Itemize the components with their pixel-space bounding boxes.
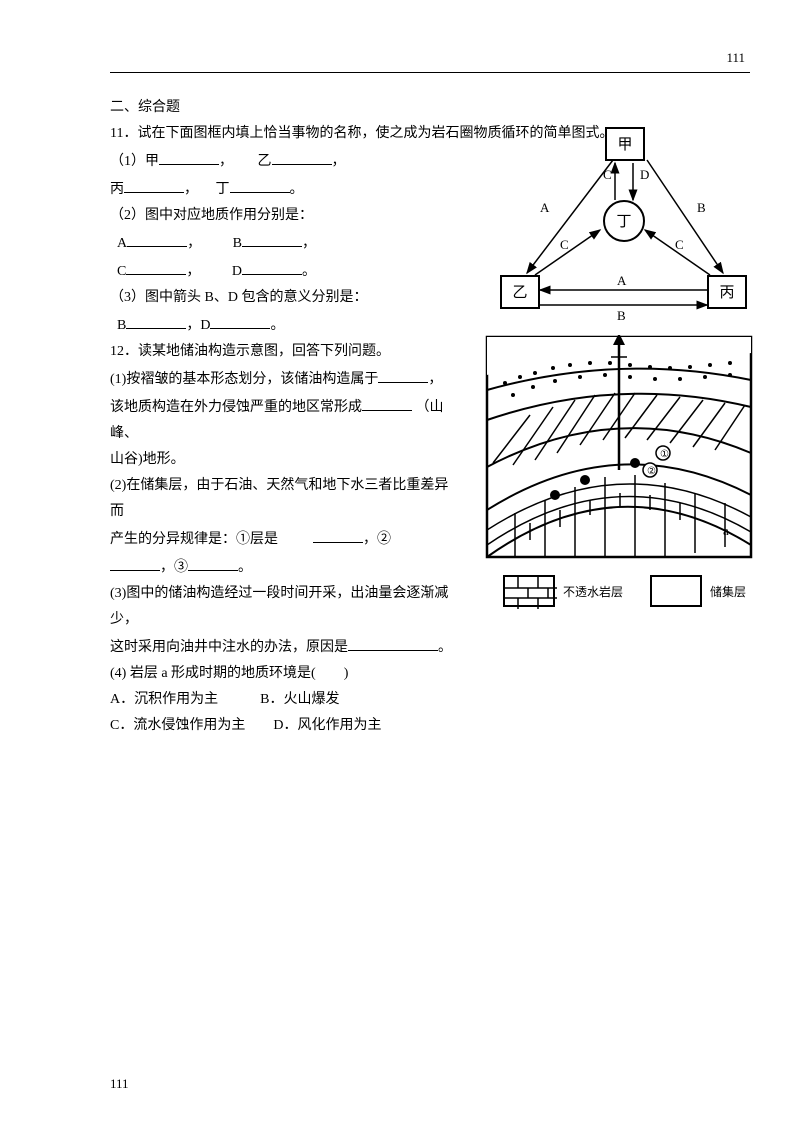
q11-B: B xyxy=(233,236,242,251)
comma: ， xyxy=(187,236,201,251)
q11-part2-line2: C ， D 。 xyxy=(110,257,460,285)
blank-q12-4 xyxy=(110,553,160,571)
q11-jia-label: （1）甲 xyxy=(110,154,159,169)
q12-opts-row1: A．沉积作用为主 B．火山爆发 xyxy=(110,687,460,713)
q12-p1b-text: 该地质构造在外力侵蚀严重的地区常形成 xyxy=(110,400,362,415)
period: 。 xyxy=(302,264,316,279)
comma: ， xyxy=(302,236,316,251)
period: 。 xyxy=(438,640,452,655)
blank-q12-6 xyxy=(348,633,438,651)
blank-B2 xyxy=(126,311,186,329)
oil-reservoir-diagram: ① ② a 不透水岩层 储集层 xyxy=(485,335,755,625)
blank-C xyxy=(126,257,186,275)
q11-A: A xyxy=(117,236,127,251)
q12-p2d-text: ，③ xyxy=(160,560,188,575)
period: 。 xyxy=(270,318,284,333)
oil-structure-svg: ① ② a xyxy=(485,335,753,560)
q11-D: D xyxy=(232,264,242,279)
edge-A-mid: A xyxy=(617,273,626,289)
page-top-border xyxy=(110,72,750,73)
q12-stem: 12．读某地储油构造示意图，回答下列问题。 xyxy=(110,339,460,365)
blank-ding xyxy=(230,175,290,193)
q12-p2d: ，③ 。 xyxy=(110,553,460,581)
edge-C-left: C xyxy=(560,237,569,253)
q12-p2c-text: ，② xyxy=(363,532,391,547)
section-title: 二、综合题 xyxy=(110,95,750,121)
q12-p3b-text: 这时采用向油井中注水的办法，原因是 xyxy=(110,640,348,655)
blank-q12-2 xyxy=(362,393,412,411)
q12-p2b: 产生的分异规律是：①层是 ，② xyxy=(110,525,460,553)
rock-cycle-diagram: 甲 乙 丙 丁 A B C D C C A B xyxy=(485,125,745,325)
q11-part2-line1: A ， B ， xyxy=(110,229,460,257)
q11-yi-label: 乙 xyxy=(258,154,272,169)
blank-D xyxy=(242,257,302,275)
comma: ， xyxy=(428,372,442,387)
svg-text:②: ② xyxy=(647,466,656,477)
blank-q12-1 xyxy=(378,365,428,383)
comma: ， xyxy=(332,154,346,169)
comma: ， xyxy=(184,182,198,197)
q11-part1-line2: 丙 ， 丁 。 xyxy=(110,175,460,203)
edge-A1: A xyxy=(540,200,549,216)
page-number-top: 111 xyxy=(726,50,745,66)
q11-ding-label: 丁 xyxy=(216,182,230,197)
period: 。 xyxy=(238,560,252,575)
period: 。 xyxy=(290,182,304,197)
edge-B1: B xyxy=(697,200,706,216)
blank-bing xyxy=(124,175,184,193)
q12-p1a-text: (1)按褶皱的基本形态划分，该储油构造属于 xyxy=(110,372,378,387)
q11-part3: （3）图中箭头 B、D 包含的意义分别是： xyxy=(110,285,460,311)
q12-optC: C．流水侵蚀作用为主 xyxy=(110,718,245,733)
q12-p1d: 山谷)地形。 xyxy=(110,447,460,473)
q12-p2a: (2)在储集层，由于石油、天然气和地下水三者比重差异而 xyxy=(110,473,460,525)
q12-p3b: 这时采用向油井中注水的办法，原因是 。 xyxy=(110,633,460,661)
legend-reservoir-label: 储集层 xyxy=(710,583,746,600)
legend-brick-label: 不透水岩层 xyxy=(563,583,623,600)
blank-q12-3 xyxy=(313,525,363,543)
q11-B2: B xyxy=(117,318,126,333)
q11-part3-line: B ，D 。 xyxy=(110,311,460,339)
q12-p3a: (3)图中的储油构造经过一段时间开采，出油量会逐渐减少， xyxy=(110,581,460,633)
q11-D2: ，D xyxy=(186,318,210,333)
comma: ， xyxy=(219,154,233,169)
q12-p1b: 该地质构造在外力侵蚀严重的地区常形成 （山峰、 xyxy=(110,393,460,447)
q12-opts-row2: C．流水侵蚀作用为主 D．风化作用为主 xyxy=(110,713,460,739)
q12-p4: (4) 岩层 a 形成时期的地质环境是( ) xyxy=(110,661,460,687)
blank-D2 xyxy=(210,311,270,329)
node-bing: 丙 xyxy=(707,275,747,309)
edge-C-up: C xyxy=(603,167,612,183)
q12-optB: B．火山爆发 xyxy=(260,692,339,707)
edge-B-bottom: B xyxy=(617,308,626,324)
edge-C-right: C xyxy=(675,237,684,253)
q12-p1a: (1)按褶皱的基本形态划分，该储油构造属于 ， xyxy=(110,365,460,393)
comma: ， xyxy=(186,264,200,279)
blank-yi xyxy=(272,147,332,165)
q12-p2b-text: 产生的分异规律是：①层是 xyxy=(110,532,278,547)
node-yi: 乙 xyxy=(500,275,540,309)
page-number-bottom: 111 xyxy=(110,1076,129,1092)
q11-part2: （2）图中对应地质作用分别是： xyxy=(110,203,460,229)
q11-bing-label: 丙 xyxy=(110,182,124,197)
edge-D: D xyxy=(640,167,649,183)
node-jia: 甲 xyxy=(605,127,645,161)
blank-A xyxy=(127,229,187,247)
blank-q12-5 xyxy=(188,553,238,571)
q11-part1-line1: （1）甲 ， 乙 ， xyxy=(110,147,460,175)
legend-brick-box xyxy=(503,575,555,607)
q12-optD: D．风化作用为主 xyxy=(273,718,381,733)
node-ding: 丁 xyxy=(603,200,645,242)
legend-reservoir-box xyxy=(650,575,702,607)
svg-text:a: a xyxy=(723,523,729,538)
blank-B xyxy=(242,229,302,247)
q11-C: C xyxy=(117,264,126,279)
blank-jia xyxy=(159,147,219,165)
q12-optA: A．沉积作用为主 xyxy=(110,692,218,707)
svg-text:①: ① xyxy=(660,449,669,460)
